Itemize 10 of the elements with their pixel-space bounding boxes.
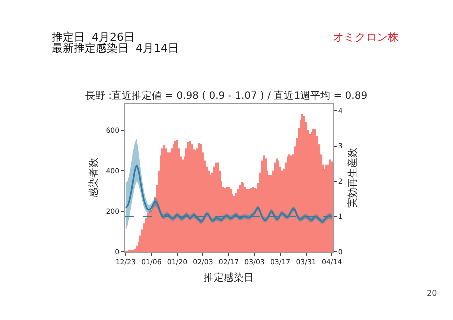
bar: [134, 248, 136, 252]
y2-axis-title: 実効再生産数: [346, 148, 359, 208]
y-axis-title: 感染者数: [88, 158, 100, 198]
text: オミクロン株: [333, 31, 399, 44]
bar: [331, 162, 333, 252]
text: 最新推定感染日 4月14日: [52, 42, 179, 55]
x-axis-title: 推定感染日: [204, 272, 254, 284]
text: 推定日 4月26日: [52, 31, 135, 44]
text: 20: [427, 289, 438, 298]
chart-title: 長野 :直近推定値 = 0.98 ( 0.9 - 1.07 ) / 直近1週平均 = 0.89: [85, 90, 368, 102]
